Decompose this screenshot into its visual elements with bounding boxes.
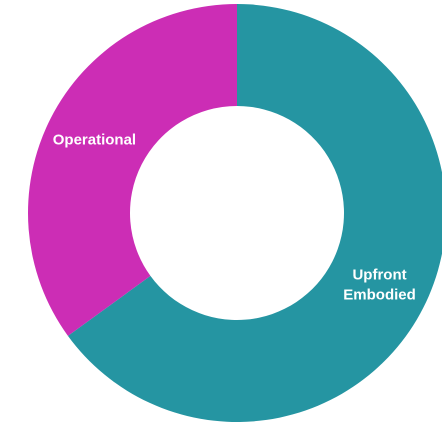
label-line: Upfront	[352, 267, 406, 284]
slice	[67, 4, 442, 422]
slice-label: Upfront Embodied	[343, 267, 416, 304]
label-line: Embodied	[343, 287, 416, 304]
slice-label: Operational	[53, 131, 136, 148]
slice	[28, 4, 238, 336]
